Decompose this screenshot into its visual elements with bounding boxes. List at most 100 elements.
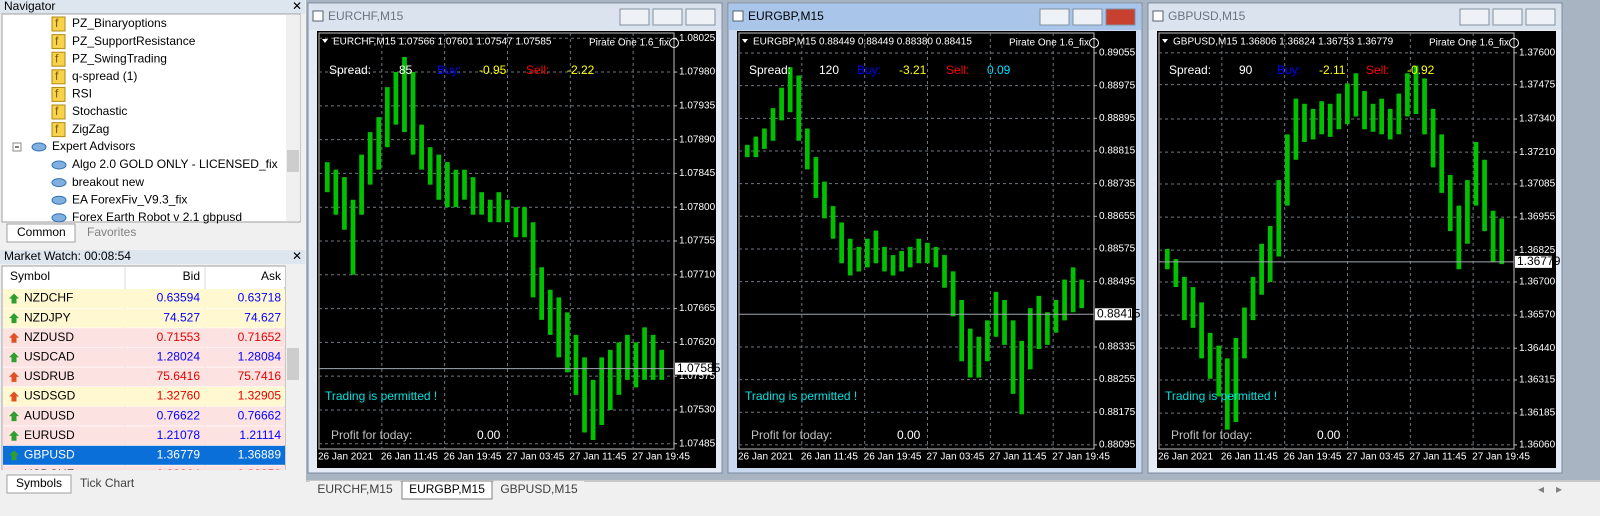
indicator-icon (51, 51, 66, 67)
tab-symbols[interactable] (6, 474, 72, 494)
indicator-item[interactable]: PZ_SupportResistance (72, 34, 196, 48)
window-min-button[interactable] (1039, 8, 1070, 26)
indicator-item[interactable]: RSI (72, 87, 92, 101)
trend-arrow (9, 450, 19, 461)
icon-f: f (55, 16, 59, 30)
x-tick-label: 27 Jan 19:45 (632, 452, 690, 463)
y-tick-label: 0.88495 (1099, 276, 1136, 287)
nav-tab[interactable]: Common (17, 225, 66, 239)
symbol: NZDUSD (24, 330, 74, 344)
chart-tab-label[interactable]: GBPUSD,M15 (500, 482, 578, 496)
x-tick-label: 27 Jan 11:45 (569, 452, 627, 463)
y-tick-label: 1.36440 (1519, 343, 1556, 354)
y-tick-label: 1.36700 (1519, 277, 1556, 288)
indicator-icon (51, 69, 66, 85)
y-tick-label: 1.07890 (679, 134, 716, 145)
y-tick-label: 1.36315 (1519, 375, 1556, 386)
window-max-button[interactable] (1492, 8, 1523, 26)
x-tick-label: 27 Jan 03:45 (926, 452, 984, 463)
x-tick-label: 27 Jan 19:45 (1472, 452, 1530, 463)
column-header[interactable]: Bid (183, 269, 200, 283)
profit-value: 0.00 (1317, 428, 1341, 442)
window-close-button[interactable] (1105, 8, 1136, 26)
scroll-left[interactable]: ◂ (1538, 482, 1544, 496)
y-tick-label: 1.37340 (1519, 114, 1556, 125)
chart-header: EURCHF,M15 1.07566 1.07601 1.07547 1.075… (333, 37, 552, 48)
row-background[interactable] (3, 406, 285, 426)
x-tick-label: 27 Jan 03:45 (506, 452, 564, 463)
expert-advisors-folder[interactable]: Expert Advisors (52, 139, 135, 153)
window-min-button[interactable] (1459, 8, 1490, 26)
trend-arrow (9, 430, 19, 441)
bid: 74.527 (163, 310, 200, 324)
icon-f: f (55, 122, 59, 136)
bid: 0.76622 (157, 408, 201, 422)
close-button[interactable]: ✕ (292, 0, 302, 13)
current-price-label: 1.07585 (677, 361, 721, 375)
chart-tab-label[interactable]: EURCHF,M15 (317, 482, 393, 496)
mw-tab[interactable]: Symbols (16, 476, 62, 490)
tab-common[interactable] (6, 223, 76, 243)
chart-tab[interactable] (494, 481, 584, 499)
sell-label: Sell: (1366, 63, 1389, 77)
row-background[interactable] (3, 387, 285, 406)
window-max-button[interactable] (1072, 8, 1103, 26)
window-close-button[interactable] (685, 8, 716, 26)
ea-smiley (1509, 38, 1519, 48)
window-close-button[interactable] (1525, 8, 1556, 26)
x-tick-label: 26 Jan 11:45 (1221, 452, 1279, 463)
y-tick-label: 0.88975 (1099, 80, 1136, 91)
row-background[interactable] (3, 328, 285, 348)
close-button[interactable]: ✕ (292, 249, 302, 263)
mw-tab[interactable]: Tick Chart (80, 476, 135, 490)
ea-item[interactable]: Algo 2.0 GOLD ONLY - LICENSED_fix (72, 157, 278, 171)
scroll-right[interactable]: ▸ (1556, 482, 1562, 496)
y-tick-label: 1.36955 (1519, 212, 1556, 223)
chart-tab[interactable] (401, 480, 493, 500)
y-tick-label: 0.88735 (1099, 178, 1136, 189)
row-background[interactable] (3, 347, 285, 367)
nav-tab[interactable]: Favorites (87, 225, 136, 239)
profit-label: Profit for today: (1171, 428, 1252, 442)
indicator-icon (51, 34, 66, 50)
row-background[interactable] (3, 367, 285, 387)
y-tick-label: 1.07530 (679, 405, 716, 416)
y-tick-label: 1.37475 (1519, 79, 1556, 90)
icon-f: f (55, 69, 59, 83)
x-tick-label: 27 Jan 11:45 (989, 452, 1047, 463)
ea-item[interactable]: breakout new (72, 175, 144, 189)
window-min-button[interactable] (619, 8, 650, 26)
ask: 1.21114 (239, 428, 281, 442)
ea-name: Pirate One 1.6_fix (1009, 38, 1089, 49)
window-max-button[interactable] (652, 8, 683, 26)
ea-smiley (1089, 38, 1099, 48)
spread-value: 85 (399, 63, 413, 77)
indicator-item[interactable]: PZ_Binaryoptions (72, 16, 167, 30)
chart-tab[interactable] (310, 481, 400, 499)
current-price-label: 1.36779 (1517, 254, 1561, 268)
row-background[interactable] (3, 289, 285, 308)
y-tick-label: 0.88895 (1099, 113, 1136, 124)
x-tick-label: 26 Jan 19:45 (444, 452, 502, 463)
row-background[interactable] (3, 426, 285, 446)
profit-label: Profit for today: (751, 428, 832, 442)
chart-tab-label[interactable]: EURGBP,M15 (409, 482, 485, 496)
row-background[interactable] (3, 308, 285, 328)
column-header[interactable]: Ask (261, 269, 282, 283)
indicator-item[interactable]: Stochastic (72, 104, 127, 118)
column-header[interactable]: Symbol (10, 269, 50, 283)
chart-area (317, 31, 716, 468)
bid: 1.36779 (157, 447, 201, 461)
row-background[interactable] (3, 445, 285, 465)
y-tick-label: 0.88175 (1099, 407, 1136, 418)
y-tick-label: 1.36185 (1519, 408, 1556, 419)
indicator-item[interactable]: ZigZag (72, 122, 109, 136)
ea-item[interactable]: EA ForexFiv_V9.3_fix (72, 192, 187, 206)
indicator-item[interactable]: q-spread (1) (72, 69, 137, 83)
plot-frame (738, 32, 1095, 450)
sell-label: Sell: (526, 63, 549, 77)
ask: 0.71652 (238, 330, 282, 344)
indicator-item[interactable]: PZ_SwingTrading (72, 51, 167, 65)
ea-item[interactable]: Forex Earth Robot v 2.1 gbpusd (72, 210, 242, 224)
window-icon (732, 10, 744, 22)
